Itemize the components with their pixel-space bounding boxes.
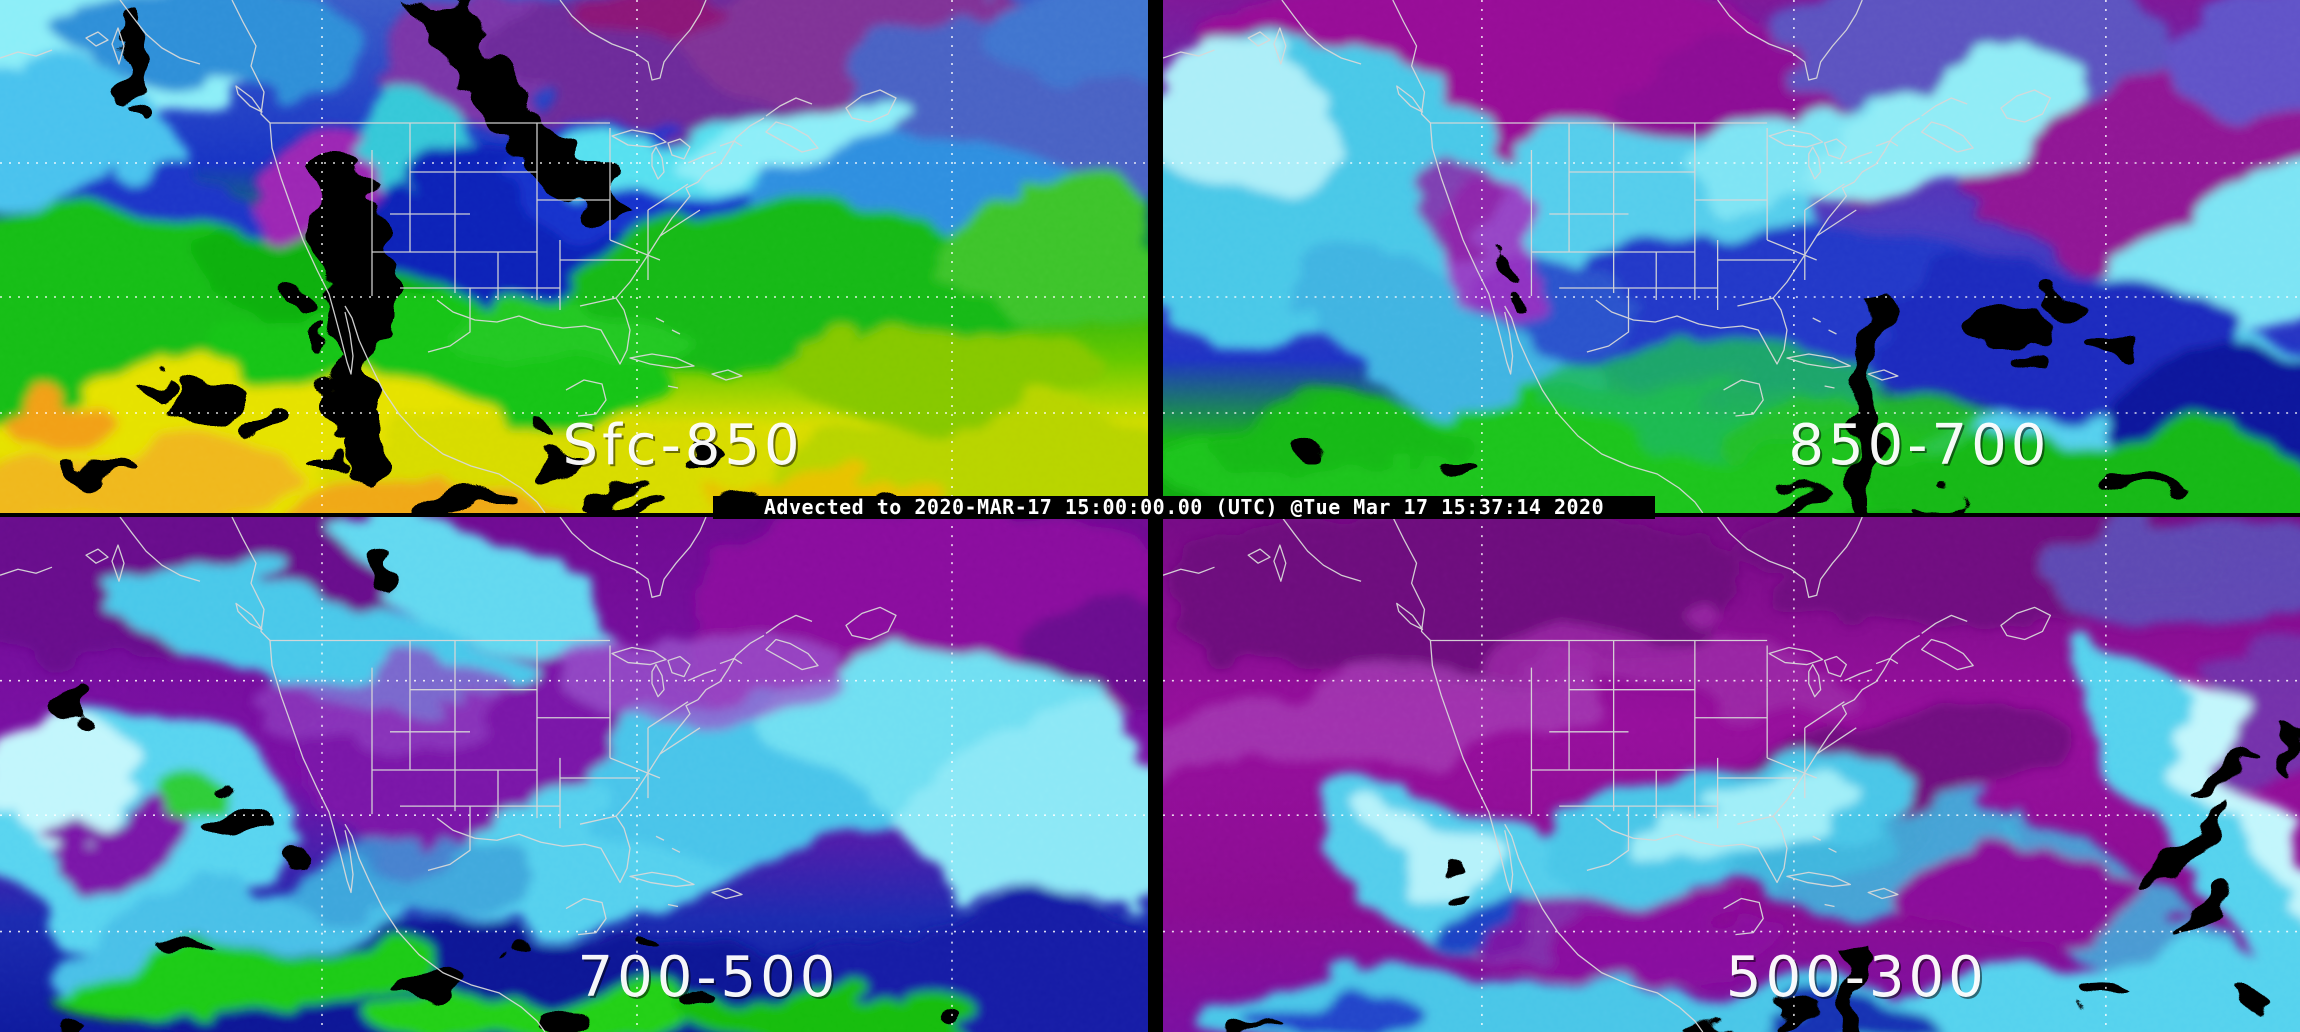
panel-label-sfc-850: Sfc-850: [562, 413, 804, 478]
moisture-art-700-500: [0, 517, 1148, 1032]
caption-text: Advected to 2020-MAR-17 15:00:00.00 (UTC…: [763, 495, 1605, 519]
panel-label-850-700: 850-700: [1788, 413, 2051, 478]
moisture-art-sfc-850: [0, 0, 1148, 513]
panel-label-700-500: 700-500: [577, 945, 840, 1010]
panel-850-700: 850-700: [1163, 0, 2300, 513]
moisture-art-500-300: [1163, 517, 2300, 1032]
moisture-art-850-700: [1163, 0, 2300, 513]
panel-500-300: 500-300: [1163, 517, 2300, 1032]
panel-700-500: 700-500: [0, 517, 1148, 1032]
panel-sfc-850: Sfc-850: [0, 0, 1148, 513]
caption-bar: Advected to 2020-MAR-17 15:00:00.00 (UTC…: [713, 496, 1655, 519]
panel-label-500-300: 500-300: [1725, 945, 1988, 1010]
